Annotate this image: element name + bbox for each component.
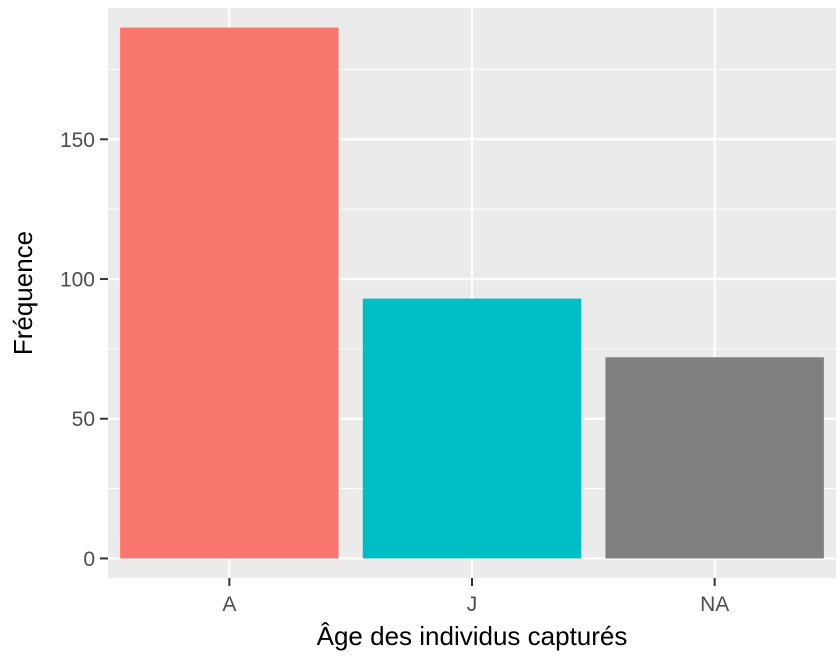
y-axis-title: Fréquence	[8, 231, 38, 355]
y-tick-label: 150	[60, 129, 95, 152]
x-axis: A J NA	[222, 578, 729, 616]
x-axis-title: Âge des individus capturés	[317, 621, 628, 651]
bar-a	[120, 27, 339, 559]
bar-na	[605, 357, 824, 559]
x-tick-label: J	[467, 593, 478, 616]
y-tick-label: 50	[72, 408, 95, 431]
y-axis: 0 50 100 150	[60, 129, 108, 571]
x-tick-label: NA	[700, 593, 729, 616]
y-tick-label: 0	[83, 548, 95, 571]
x-tick-label: A	[222, 593, 236, 616]
bars	[120, 27, 824, 559]
y-tick-label: 100	[60, 269, 95, 292]
bar-j	[362, 298, 582, 559]
